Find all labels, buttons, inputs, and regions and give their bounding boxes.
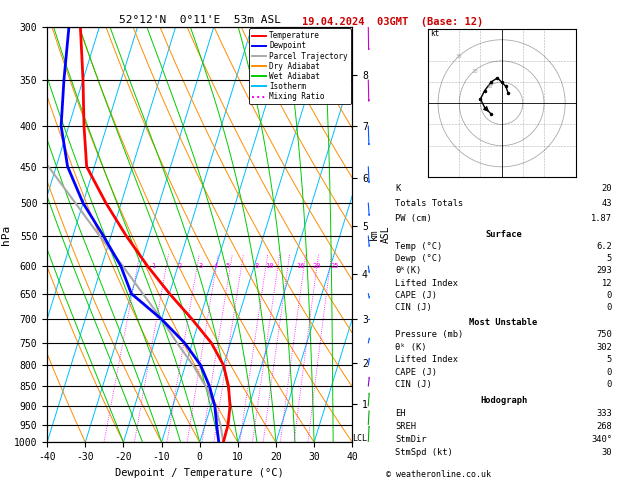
Text: © weatheronline.co.uk: © weatheronline.co.uk bbox=[386, 469, 491, 479]
Text: CAPE (J): CAPE (J) bbox=[395, 291, 437, 300]
Text: θᵏ (K): θᵏ (K) bbox=[395, 343, 426, 352]
Text: Hodograph: Hodograph bbox=[480, 396, 527, 405]
Text: 30: 30 bbox=[456, 53, 462, 58]
Text: Temp (°C): Temp (°C) bbox=[395, 242, 442, 251]
Text: θᵏ(K): θᵏ(K) bbox=[395, 266, 421, 276]
Title: 52°12'N  0°11'E  53m ASL: 52°12'N 0°11'E 53m ASL bbox=[119, 15, 281, 25]
Text: Dewp (°C): Dewp (°C) bbox=[395, 254, 442, 263]
Text: 340°: 340° bbox=[591, 435, 612, 444]
Y-axis label: hPa: hPa bbox=[1, 225, 11, 244]
Text: 10: 10 bbox=[265, 263, 274, 269]
Text: 1.87: 1.87 bbox=[591, 214, 612, 223]
Text: 5: 5 bbox=[225, 263, 230, 269]
Text: StmDir: StmDir bbox=[395, 435, 426, 444]
Text: 12: 12 bbox=[601, 278, 612, 288]
Text: Lifted Index: Lifted Index bbox=[395, 355, 458, 364]
Text: SREH: SREH bbox=[395, 422, 416, 431]
Text: 43: 43 bbox=[601, 199, 612, 208]
Text: 20: 20 bbox=[471, 69, 477, 74]
Text: 19.04.2024  03GMT  (Base: 12): 19.04.2024 03GMT (Base: 12) bbox=[303, 17, 484, 27]
Text: 20: 20 bbox=[601, 184, 612, 193]
Text: 268: 268 bbox=[596, 422, 612, 431]
Text: 8: 8 bbox=[254, 263, 259, 269]
Text: 5: 5 bbox=[607, 254, 612, 263]
Text: 0: 0 bbox=[607, 303, 612, 312]
Text: StmSpd (kt): StmSpd (kt) bbox=[395, 448, 453, 457]
Text: 0: 0 bbox=[607, 368, 612, 377]
Text: 16: 16 bbox=[296, 263, 304, 269]
Text: 293: 293 bbox=[596, 266, 612, 276]
Text: CAPE (J): CAPE (J) bbox=[395, 368, 437, 377]
Text: Most Unstable: Most Unstable bbox=[469, 318, 538, 327]
Text: 4: 4 bbox=[214, 263, 218, 269]
Text: 20: 20 bbox=[313, 263, 321, 269]
Text: 2: 2 bbox=[178, 263, 182, 269]
Text: 0: 0 bbox=[607, 381, 612, 389]
Text: Pressure (mb): Pressure (mb) bbox=[395, 330, 464, 339]
Text: 1: 1 bbox=[151, 263, 155, 269]
Text: PW (cm): PW (cm) bbox=[395, 214, 431, 223]
Text: Totals Totals: Totals Totals bbox=[395, 199, 464, 208]
Text: Lifted Index: Lifted Index bbox=[395, 278, 458, 288]
Y-axis label: km
ASL: km ASL bbox=[369, 226, 391, 243]
Text: 10: 10 bbox=[486, 84, 493, 89]
X-axis label: Dewpoint / Temperature (°C): Dewpoint / Temperature (°C) bbox=[115, 468, 284, 478]
Text: 5: 5 bbox=[607, 355, 612, 364]
Text: 302: 302 bbox=[596, 343, 612, 352]
Text: EH: EH bbox=[395, 409, 406, 418]
Text: 3: 3 bbox=[199, 263, 203, 269]
Text: Surface: Surface bbox=[485, 230, 522, 239]
Legend: Temperature, Dewpoint, Parcel Trajectory, Dry Adiabat, Wet Adiabat, Isotherm, Mi: Temperature, Dewpoint, Parcel Trajectory… bbox=[249, 28, 351, 104]
Text: 25: 25 bbox=[330, 263, 338, 269]
Text: 333: 333 bbox=[596, 409, 612, 418]
Text: LCL: LCL bbox=[352, 434, 367, 443]
Text: 0: 0 bbox=[607, 291, 612, 300]
Text: CIN (J): CIN (J) bbox=[395, 303, 431, 312]
Text: 30: 30 bbox=[601, 448, 612, 457]
Text: 6.2: 6.2 bbox=[596, 242, 612, 251]
Text: K: K bbox=[395, 184, 400, 193]
Text: 750: 750 bbox=[596, 330, 612, 339]
Text: CIN (J): CIN (J) bbox=[395, 381, 431, 389]
Text: kt: kt bbox=[430, 29, 439, 37]
